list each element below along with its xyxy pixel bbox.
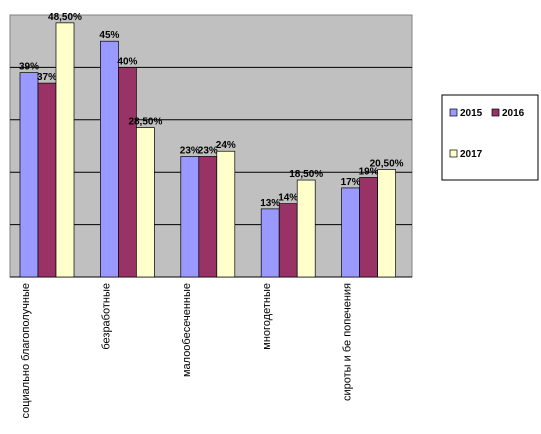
category-label: сироты и бе попечения: [342, 283, 354, 401]
data-label: 20,50%: [370, 159, 404, 170]
data-label: 14%: [278, 193, 298, 204]
data-label: 45%: [99, 30, 119, 41]
category-label: социально благополучные: [20, 283, 32, 419]
data-label: 24%: [216, 140, 236, 151]
bar-2016-2: [198, 156, 218, 278]
category-labels: социально благополучные безработные малооб…: [20, 283, 354, 419]
plot-area: 39%37%48,50%45%40%28,50%23%23%24%13%14%1…: [9, 12, 413, 278]
bar-2017-2: [216, 150, 236, 278]
bar-2017-3: [296, 179, 316, 278]
data-label: 19%: [359, 166, 379, 177]
bar-2015-0: [19, 72, 39, 278]
data-label: 39%: [19, 62, 39, 73]
data-label: 17%: [341, 177, 361, 188]
bar-2015-3: [260, 208, 280, 278]
bar-2016-1: [118, 67, 137, 278]
data-label: 23%: [180, 145, 200, 156]
bar-2016-3: [278, 203, 298, 278]
legend-label: 2015: [460, 108, 483, 119]
legend-swatch: [449, 108, 458, 117]
data-label: 48,50%: [48, 12, 82, 23]
bar-2015-1: [100, 40, 119, 278]
bar-2016-4: [359, 177, 378, 278]
legend-swatch: [449, 149, 458, 158]
bar-2015-2: [180, 156, 200, 278]
category-label: многодетные: [261, 283, 273, 350]
bar-2017-0: [55, 22, 75, 278]
data-label: 23%: [198, 145, 218, 156]
legend-box: [441, 94, 539, 181]
bar-2017-1: [136, 127, 155, 278]
data-label: 37%: [37, 72, 57, 83]
data-label: 28,50%: [128, 117, 162, 128]
legend-swatch: [491, 108, 500, 117]
legend-label: 2017: [460, 149, 483, 160]
data-label: 18,50%: [289, 169, 323, 180]
bar-2016-0: [37, 82, 57, 278]
category-label: малообесеченные: [181, 283, 193, 377]
legend: 2015 2016 2017: [441, 94, 539, 181]
data-label: 40%: [117, 56, 137, 67]
bar-2015-4: [341, 187, 360, 278]
legend-label: 2016: [502, 108, 525, 119]
data-label: 13%: [260, 198, 280, 209]
bar-2017-4: [377, 169, 396, 278]
category-label: безработные: [100, 283, 112, 350]
